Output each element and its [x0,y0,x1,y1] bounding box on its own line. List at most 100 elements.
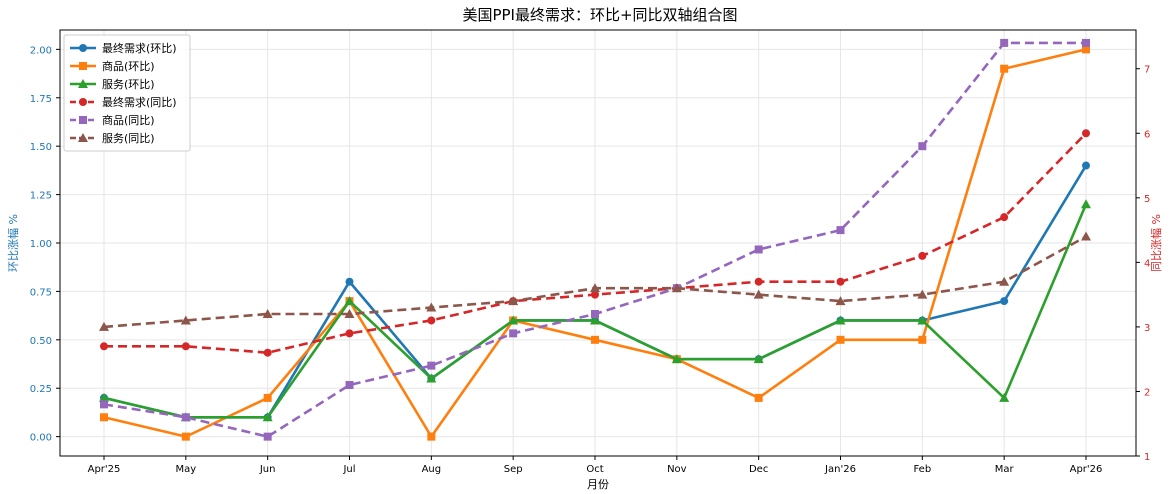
right-y-axis: 1 2 3 4 5 6 7 [1136,65,1150,463]
legend-label: 最终需求(同比) [102,95,177,109]
data-point [1081,199,1091,209]
series-layer [99,38,1091,441]
data-point [427,361,436,370]
data-point [754,245,763,254]
data-point [344,296,355,306]
data-point [917,315,928,325]
legend-box [63,34,191,152]
series-4 [100,129,1090,357]
legend-marker [79,116,87,124]
data-point [426,302,437,312]
right-y-tick-label: 3 [1144,323,1150,334]
data-point [345,329,354,338]
data-point [262,412,273,422]
left-y-tick-label: 1.50 [30,142,52,153]
data-point [999,276,1010,286]
left-y-tick-label: 1.25 [30,191,52,202]
x-tick-label: Nov [667,464,687,475]
data-point [918,142,927,151]
left-y-tick-label: 2.00 [30,45,52,56]
data-point [591,290,599,299]
data-point [345,381,354,389]
data-point [1082,45,1090,54]
data-point [591,335,599,344]
data-point [754,277,763,286]
legend-marker [79,44,87,52]
x-tick-label: Sep [504,464,523,475]
data-point [590,283,600,293]
grid [60,30,1136,456]
data-point [1082,161,1090,170]
left-y-tick-label: 0.50 [30,336,52,347]
data-point [100,413,108,422]
legend-label: 商品(同比) [102,113,155,127]
left-y-tick-label: 0.75 [30,287,52,298]
data-point [100,400,108,409]
x-tick-label: Jun [259,464,276,475]
data-point [344,309,355,318]
data-point [836,226,845,235]
data-point [835,296,846,306]
left-y-tick-label: 0.00 [30,433,52,444]
legend-marker [78,133,88,142]
left-y-axis: 0.00 0.25 0.50 0.75 1.00 1.25 1.50 1.75 2.00 [30,45,60,444]
data-point [754,393,763,402]
data-point [671,283,682,293]
data-point [753,354,764,364]
data-point [180,315,191,325]
right-y-tick-label: 5 [1144,194,1150,205]
left-y-tick-label: 0.25 [30,384,52,395]
legend-entry: 商品(环比) [70,59,155,73]
right-y-axis-label: 同比涨幅 % [1150,214,1163,272]
data-point [181,413,190,422]
data-point [345,277,354,286]
data-point [1000,213,1009,222]
data-point [508,296,519,306]
data-point [753,289,764,299]
x-tick-label: Feb [913,464,931,475]
x-tick-label: Oct [586,464,603,475]
data-point [181,432,190,441]
data-point [263,348,272,357]
data-point [917,289,928,299]
data-point [590,315,600,325]
right-y-tick-label: 7 [1144,65,1150,76]
x-tick-label: Apr'26 [1070,464,1103,475]
x-tick-label: Aug [422,464,442,475]
left-y-tick-label: 1.00 [30,239,52,250]
data-point [181,342,190,351]
data-point [99,392,109,402]
legend-entry: 最终需求(环比) [70,41,177,55]
legend-entry: 服务(同比) [70,132,155,145]
right-y-tick-label: 1 [1144,452,1150,463]
legend-entry: 服务(环比) [70,78,155,91]
data-point [427,432,436,441]
data-point [509,329,518,338]
data-point [671,354,682,364]
x-tick-label: Jan'26 [824,464,856,475]
x-tick-label: Jul [342,464,355,475]
data-point [591,310,599,318]
x-tick-label: Dec [749,464,768,475]
legend-marker [79,62,87,70]
data-point [263,432,272,441]
data-point [426,373,437,383]
data-point [835,315,846,325]
data-point [508,315,519,325]
x-tick-label: Apr'25 [88,464,121,475]
right-y-tick-label: 4 [1144,258,1150,269]
data-point [100,342,108,351]
legend-label: 服务(环比) [102,78,155,91]
right-y-tick-label: 2 [1144,387,1150,398]
data-point [263,393,272,402]
left-y-tick-label: 1.75 [30,94,52,105]
x-axis-label: 月份 [587,478,609,491]
legend: 最终需求(环比) 商品(环比) 服务(环比) 最终需求(同比) 商品(同比) 服务(同比) [63,34,191,152]
data-point [836,277,845,286]
data-point [1000,64,1009,73]
legend-marker [79,98,87,106]
data-point [1081,231,1091,241]
left-y-axis-label: 环比涨幅 % [7,214,20,272]
data-point [836,335,845,344]
